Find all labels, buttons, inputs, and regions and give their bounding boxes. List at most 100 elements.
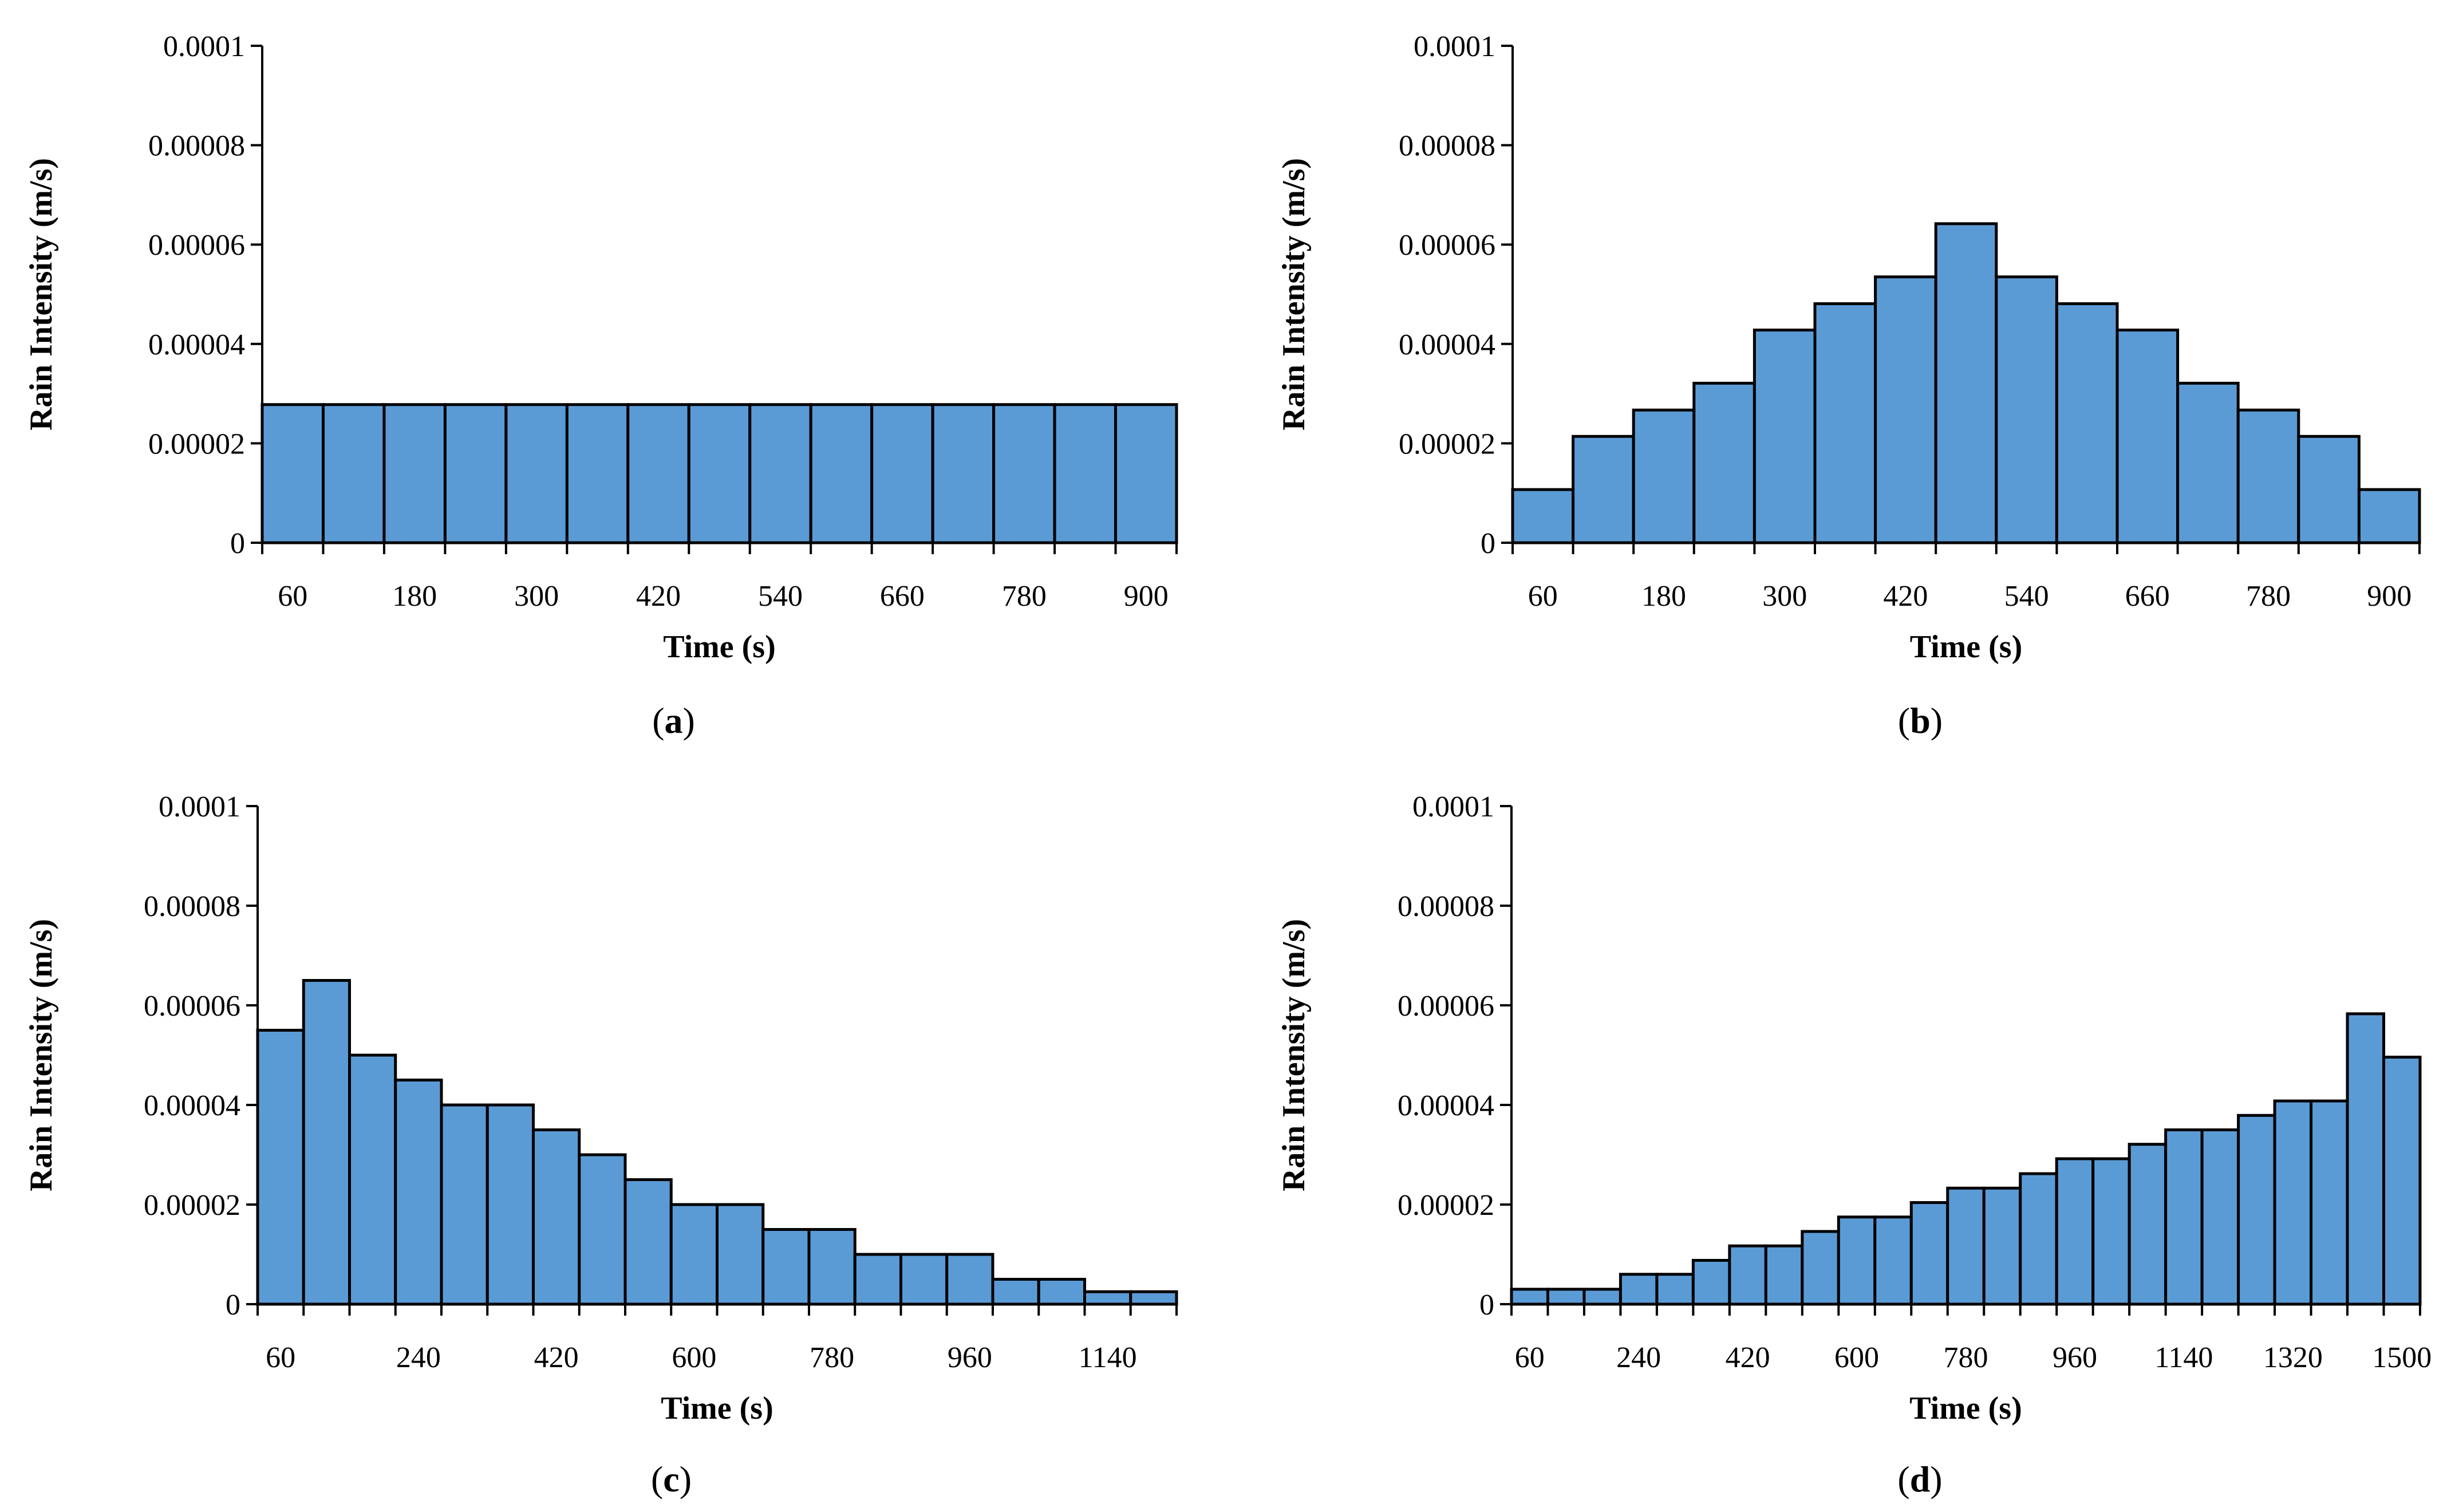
panel-letter: c	[663, 1459, 679, 1499]
y-tick-label: 0.00008	[148, 130, 245, 163]
bar-d-1	[1510, 1288, 1549, 1306]
bar-b-3	[1632, 408, 1696, 544]
bar-b-6	[1813, 302, 1877, 544]
bar-b-11	[2115, 328, 2180, 544]
bar-a-2	[321, 403, 386, 544]
panel-letter: a	[665, 700, 683, 741]
x-tick-label: 900	[2367, 580, 2411, 613]
bar-a-4	[443, 403, 508, 544]
bar-c-14	[853, 1253, 902, 1306]
x-axis-title: Time (s)	[1909, 1391, 2022, 1426]
bar-c-15	[899, 1253, 949, 1306]
chart-panel-d: 0 0.00002 0.00004 0.00006 0.00008 0.0001 60 240…	[1276, 791, 2432, 1499]
x-tick-label: 300	[514, 580, 559, 613]
bar-d-9	[1801, 1230, 1840, 1306]
x-tick-label: 960	[2053, 1341, 2097, 1374]
bar-d-5	[1655, 1273, 1695, 1306]
x-tick-label: 240	[1616, 1341, 1661, 1374]
x-tick-label: 60	[1515, 1341, 1545, 1374]
bar-a-3	[382, 403, 447, 544]
bar-c-11	[716, 1203, 765, 1306]
panel-label-a: (a)	[652, 700, 695, 741]
x-tick-label: 60	[1528, 580, 1558, 613]
x-tick-label: 1140	[2154, 1341, 2213, 1374]
chart-panel-a: 0 0.00002 0.00004 0.00006 0.00008 0.0001 60 180…	[23, 30, 1178, 741]
bar-c-13	[807, 1228, 857, 1306]
bar-d-8	[1764, 1244, 1804, 1306]
x-tick-label: 420	[1883, 580, 1928, 613]
bar-a-9	[748, 403, 812, 544]
x-tick-label: 420	[636, 580, 681, 613]
x-tick-label: 780	[1944, 1341, 1988, 1374]
y-tick-label: 0.00002	[148, 428, 245, 460]
bar-c-4	[394, 1079, 443, 1306]
y-tick-label: 0.00008	[1398, 890, 1494, 923]
bar-b-8	[1934, 222, 1998, 544]
y-tick-label: 0.00006	[1398, 990, 1494, 1023]
bar-c-5	[440, 1103, 489, 1306]
bar-d-13	[1946, 1186, 1986, 1306]
bar-d-17	[2091, 1157, 2131, 1306]
y-tick-label: 0.00002	[1399, 428, 1495, 460]
bar-d-18	[2128, 1143, 2168, 1306]
x-tick-label: 780	[1002, 580, 1047, 613]
bar-a-7	[626, 403, 690, 544]
x-tick-label: 60	[266, 1341, 295, 1374]
x-tick-label: 780	[2246, 580, 2291, 613]
bar-d-4	[1619, 1273, 1659, 1306]
y-tick-label: 0.00006	[144, 990, 240, 1023]
bar-b-15	[2357, 488, 2421, 544]
bar-b-9	[1995, 275, 2058, 544]
panel-letter: b	[1910, 700, 1931, 741]
y-tick-label: 0.0001	[163, 30, 245, 63]
bar-a-12	[931, 403, 996, 544]
x-tick-label: 180	[1641, 580, 1686, 613]
bar-b-12	[2176, 381, 2240, 544]
panel-label-b: (b)	[1898, 700, 1943, 741]
bar-d-7	[1728, 1244, 1767, 1306]
bar-b-13	[2236, 408, 2300, 544]
bar-d-12	[1909, 1201, 1949, 1306]
y-tick-label: 0	[1481, 527, 1495, 560]
y-tick-label: 0.00002	[1398, 1189, 1494, 1222]
panel-label-d: (d)	[1897, 1459, 1942, 1499]
y-tick-label: 0.00002	[144, 1189, 240, 1222]
bar-d-10	[1837, 1215, 1877, 1306]
bar-b-4	[1692, 381, 1756, 544]
x-tick-label: 780	[810, 1341, 854, 1374]
x-tick-label: 600	[672, 1341, 716, 1374]
y-tick-label: 0	[226, 1289, 240, 1321]
bar-d-6	[1691, 1258, 1731, 1306]
bar-b-14	[2297, 435, 2361, 544]
y-tick-label: 0.00004	[144, 1089, 240, 1122]
y-tick-label: 0.00004	[1399, 329, 1495, 361]
x-tick-label: 420	[1726, 1341, 1770, 1374]
x-tick-label: 900	[1124, 580, 1169, 613]
bar-d-15	[2019, 1172, 2058, 1306]
bar-c-18	[1037, 1278, 1086, 1306]
bar-b-10	[2055, 302, 2119, 544]
bar-d-25	[2382, 1055, 2422, 1306]
bar-c-9	[623, 1178, 673, 1306]
y-tick-label: 0	[230, 527, 245, 560]
bar-d-2	[1546, 1288, 1586, 1306]
bar-c-10	[669, 1203, 719, 1306]
bar-d-19	[2164, 1128, 2204, 1306]
y-tick-label: 0.00008	[1399, 130, 1495, 163]
bar-c-7	[532, 1128, 581, 1306]
y-axis-title: Rain Intensity (m/s)	[1276, 158, 1312, 431]
y-axis-title: Rain Intensity (m/s)	[1276, 919, 1312, 1191]
x-tick-label: 300	[1762, 580, 1807, 613]
bar-a-11	[870, 403, 934, 544]
y-tick-label: 0	[1479, 1289, 1494, 1321]
x-axis-title: Time (s)	[661, 1391, 773, 1426]
x-tick-label: 420	[534, 1341, 579, 1374]
y-tick-label: 0.00006	[148, 229, 245, 262]
bar-c-2	[302, 979, 351, 1306]
x-axis-title: Time (s)	[663, 629, 776, 665]
bar-d-16	[2055, 1157, 2095, 1306]
chart-panel-b: 0 0.00002 0.00004 0.00006 0.00008 0.0001 60 180…	[1276, 30, 2421, 741]
bar-d-23	[2310, 1099, 2349, 1306]
bar-a-14	[1053, 403, 1118, 544]
x-tick-label: 600	[1834, 1341, 1879, 1374]
